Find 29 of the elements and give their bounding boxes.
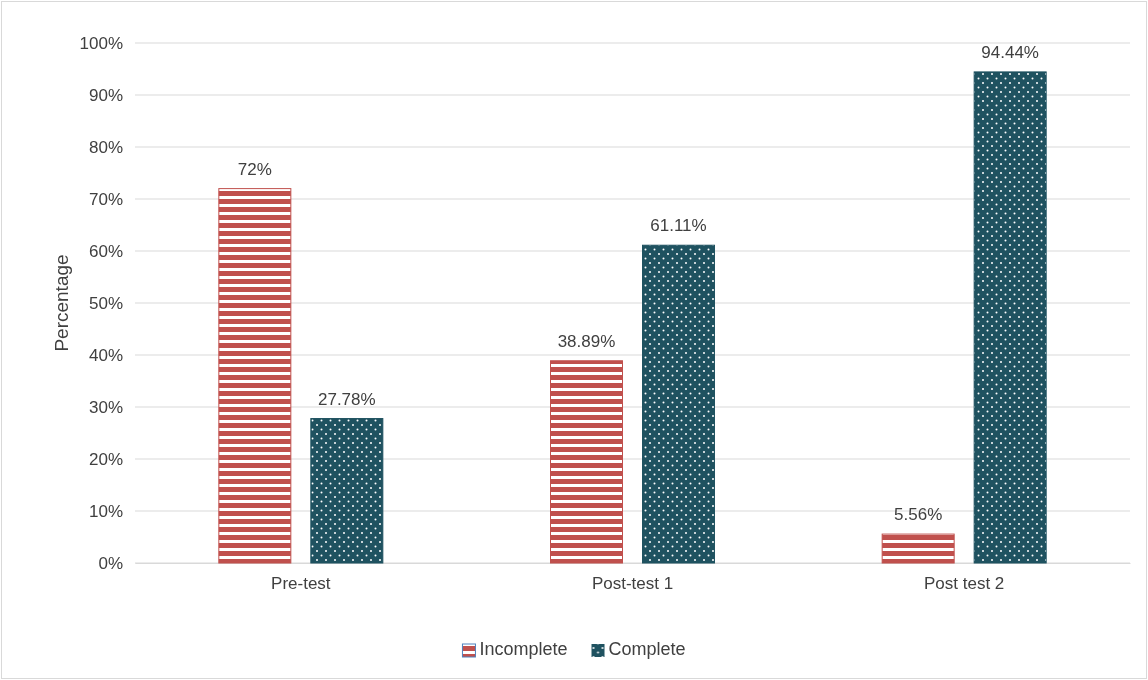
x-tick-label: Post test 2 <box>924 574 1005 594</box>
bar <box>642 244 715 564</box>
y-tick-label: 70% <box>88 189 123 209</box>
y-tick-label: 80% <box>88 137 123 157</box>
y-tick-label: 60% <box>88 241 123 261</box>
bar <box>973 71 1047 564</box>
y-tick-label: 30% <box>88 397 123 417</box>
y-tick-label: 20% <box>88 449 123 469</box>
y-tick-label: 90% <box>88 85 123 105</box>
data-label: 94.44% <box>981 42 1039 62</box>
data-label: 5.56% <box>894 505 943 525</box>
legend-label: Complete <box>608 639 686 659</box>
y-tick-label: 50% <box>88 293 123 313</box>
bar <box>881 533 955 564</box>
data-label: 27.78% <box>318 389 376 409</box>
data-label: 72% <box>237 159 272 179</box>
x-tick-label: Post-test 1 <box>591 574 674 594</box>
bar <box>310 418 384 564</box>
x-tick-label: Pre-test <box>271 574 331 594</box>
y-tick-label: 100% <box>79 33 123 53</box>
bar <box>550 360 623 564</box>
y-axis-title: Percentage <box>51 254 72 352</box>
data-label: 38.89% <box>557 331 616 351</box>
legend-label: Incomplete <box>479 639 568 659</box>
data-label: 61.11% <box>650 216 707 236</box>
y-tick-label: 40% <box>88 345 123 365</box>
y-tick-label: 10% <box>88 501 123 521</box>
bar <box>218 188 292 564</box>
y-tick-label: 0% <box>98 553 123 573</box>
